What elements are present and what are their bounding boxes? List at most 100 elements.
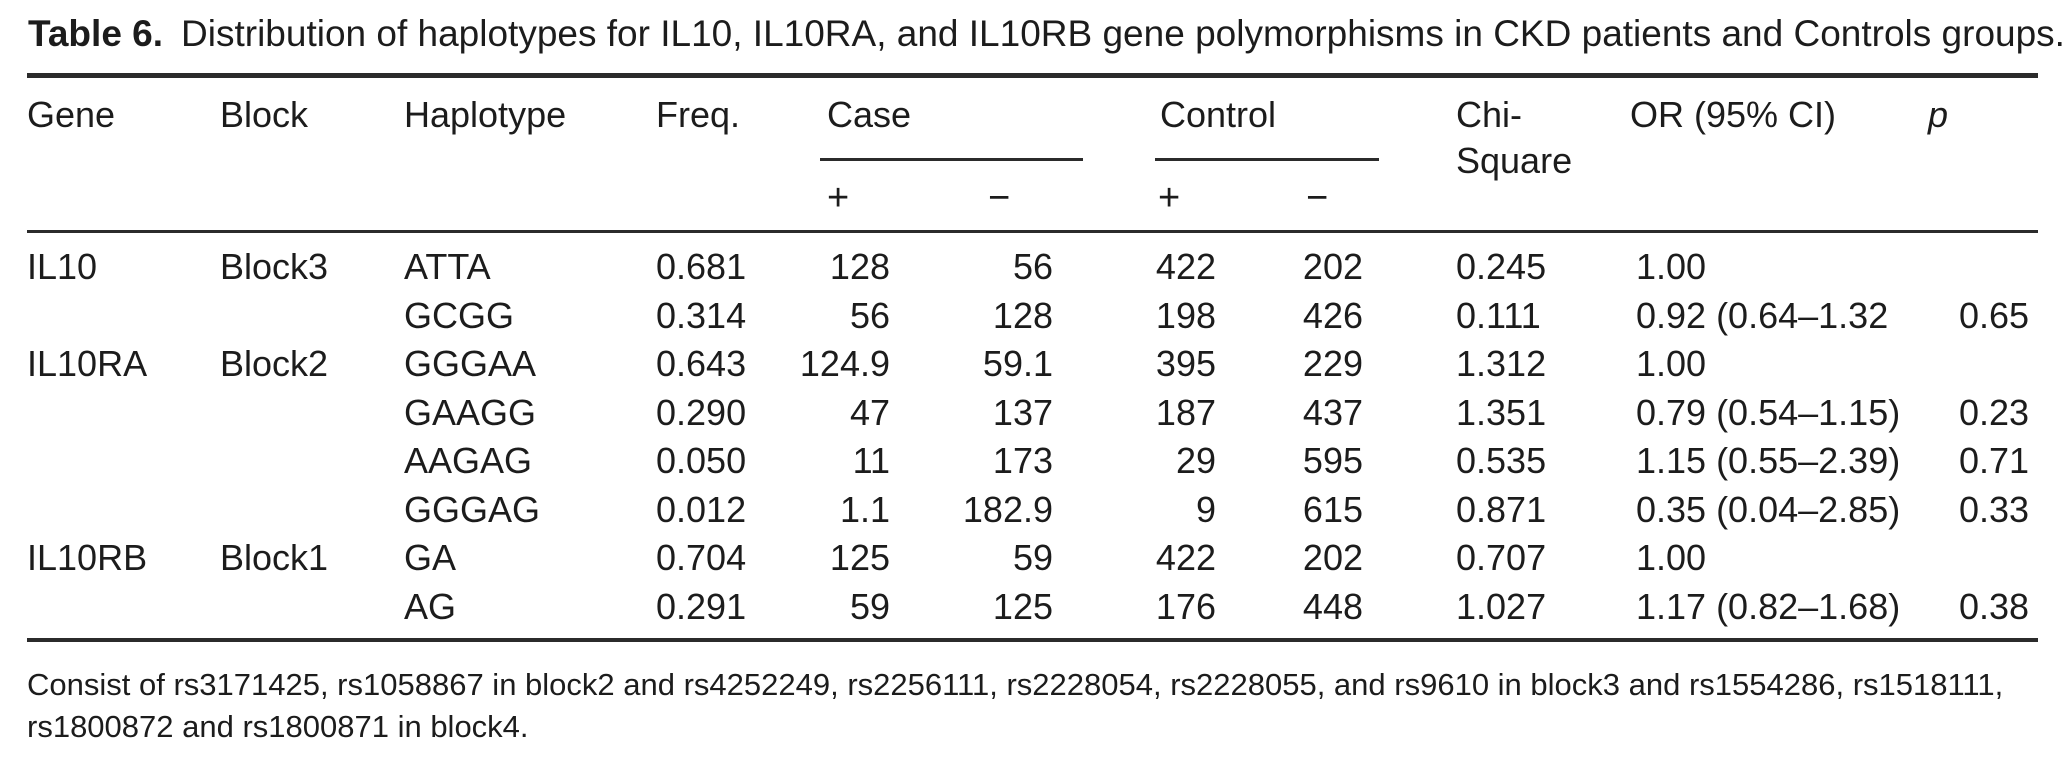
cell-chi-square: 0.707: [1456, 537, 1547, 579]
cell-or-ci: 1.15 (0.55–2.39): [1636, 440, 1901, 482]
col-header-freq: Freq.: [656, 94, 741, 135]
cell-chi-square: 1.312: [1456, 343, 1547, 385]
cell-freq: 0.291: [656, 585, 747, 627]
cell-chi-square: 1.027: [1456, 585, 1547, 627]
cell-haplotype: GGGAG: [404, 488, 541, 530]
cell-control-minus: 615: [1302, 488, 1363, 530]
cell-case-minus: 59.1: [982, 343, 1053, 385]
cell-block: Block1: [220, 537, 329, 579]
cell-haplotype: ATTA: [404, 246, 491, 288]
cell-case-minus: 173: [992, 440, 1053, 482]
cell-block: Block2: [220, 343, 329, 385]
cell-case-plus: 124.9: [799, 343, 890, 385]
cell-case-minus: 59: [1012, 537, 1053, 579]
cell-freq: 0.050: [656, 440, 747, 482]
cell-control-plus: 187: [1155, 391, 1216, 433]
table-caption-label: Table 6.: [28, 13, 164, 54]
cell-case-minus: 56: [1012, 246, 1053, 288]
cell-gene: IL10RB: [27, 537, 148, 579]
cell-case-plus: 125: [829, 537, 890, 579]
col-header-haplotype: Haplotype: [404, 94, 567, 135]
cell-case-plus: 59: [849, 585, 890, 627]
subheader-control-plus: +: [1158, 177, 1181, 219]
cell-control-plus: 176: [1155, 585, 1216, 627]
cell-freq: 0.012: [656, 488, 747, 530]
col-header-control: Control: [1160, 94, 1277, 135]
cell-haplotype: GCGG: [404, 294, 515, 336]
subheader-case-minus: −: [988, 177, 1011, 219]
cell-haplotype: GGGAA: [404, 343, 537, 385]
cell-or-ci: 1.17 (0.82–1.68): [1636, 585, 1901, 627]
col-header-block: Block: [220, 94, 309, 135]
cell-control-plus: 198: [1155, 294, 1216, 336]
case-spanner-rule: [820, 158, 1083, 161]
cell-or-ci: 0.79 (0.54–1.15): [1636, 391, 1901, 433]
cell-control-minus: 595: [1302, 440, 1363, 482]
cell-case-plus: 128: [829, 246, 890, 288]
cell-or-ci: 0.92 (0.64–1.32: [1636, 294, 1889, 336]
cell-control-minus: 448: [1302, 585, 1363, 627]
col-header-case: Case: [827, 94, 912, 135]
cell-chi-square: 0.871: [1456, 488, 1547, 530]
cell-p: 0.23: [1959, 391, 2030, 433]
cell-block: Block3: [220, 246, 329, 288]
cell-freq: 0.643: [656, 343, 747, 385]
cell-or-ci: 1.00: [1636, 343, 1707, 385]
cell-case-minus: 137: [992, 391, 1053, 433]
table-bottom-rule: [27, 638, 2038, 642]
cell-case-plus: 1.1: [839, 488, 890, 530]
cell-haplotype: AAGAG: [404, 440, 533, 482]
cell-control-plus: 422: [1155, 537, 1216, 579]
cell-control-minus: 426: [1302, 294, 1363, 336]
cell-p: 0.38: [1959, 585, 2030, 627]
cell-case-plus: 56: [849, 294, 890, 336]
cell-haplotype: AG: [404, 585, 457, 627]
col-header-gene: Gene: [27, 94, 116, 135]
cell-case-minus: 125: [992, 585, 1053, 627]
cell-freq: 0.314: [656, 294, 747, 336]
cell-p: 0.65: [1959, 294, 2030, 336]
table-footnote: Consist of rs3171425, rs1058867 in block…: [27, 664, 2037, 748]
cell-or-ci: 1.00: [1636, 246, 1707, 288]
cell-haplotype: GAAGG: [404, 391, 537, 433]
cell-chi-square: 0.245: [1456, 246, 1547, 288]
cell-gene: IL10RA: [27, 343, 148, 385]
cell-haplotype: GA: [404, 537, 457, 579]
footnote-line-2: rs1800872 and rs1800871 in block4.: [27, 709, 529, 744]
subheader-case-plus: +: [827, 177, 850, 219]
table-body: IL10 Block3 ATTA 0.681 128 56 422 202 0.…: [27, 243, 2065, 631]
cell-chi-square: 0.111: [1456, 294, 1541, 336]
subheader-control-minus: −: [1306, 177, 1329, 219]
table-header-rule: [27, 230, 2038, 233]
cell-control-plus: 422: [1155, 246, 1216, 288]
cell-gene: IL10: [27, 246, 98, 288]
cell-case-minus: 182.9: [962, 488, 1053, 530]
cell-freq: 0.681: [656, 246, 747, 288]
table-caption-text: Distribution of haplotypes for IL10, IL1…: [181, 13, 2065, 54]
cell-control-plus: 395: [1155, 343, 1216, 385]
col-header-or-ci: OR (95% CI): [1630, 94, 1837, 135]
cell-freq: 0.290: [656, 391, 747, 433]
cell-freq: 0.704: [656, 537, 747, 579]
cell-control-minus: 437: [1302, 391, 1363, 433]
cell-chi-square: 1.351: [1456, 391, 1547, 433]
control-spanner-rule: [1155, 158, 1379, 161]
footnote-line-1: Consist of rs3171425, rs1058867 in block…: [27, 667, 2004, 702]
cell-case-plus: 11: [852, 440, 890, 482]
cell-control-plus: 29: [1175, 440, 1216, 482]
cell-chi-square: 0.535: [1456, 440, 1547, 482]
col-header-p: p: [1928, 94, 1949, 135]
cell-p: 0.33: [1959, 488, 2030, 530]
table-caption: Table 6. Distribution of haplotypes for I…: [28, 12, 2065, 56]
table-top-rule: [27, 73, 2038, 78]
cell-or-ci: 0.35 (0.04–2.85): [1636, 488, 1901, 530]
cell-control-minus: 202: [1302, 246, 1363, 288]
col-header-chi-square: Chi-Square: [1456, 94, 1573, 181]
cell-control-minus: 229: [1302, 343, 1363, 385]
cell-control-minus: 202: [1302, 537, 1363, 579]
cell-p: 0.71: [1959, 440, 2030, 482]
cell-control-plus: 9: [1195, 488, 1216, 530]
cell-case-plus: 47: [849, 391, 890, 433]
cell-or-ci: 1.00: [1636, 537, 1707, 579]
